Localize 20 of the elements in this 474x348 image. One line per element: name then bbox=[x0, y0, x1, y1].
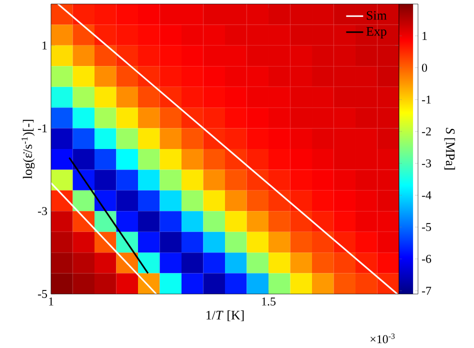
legend-label: Sim bbox=[366, 11, 387, 20]
y-tick-label: -1 bbox=[38, 124, 47, 132]
color-bar-label: 0 bbox=[422, 64, 428, 72]
x-axis-title: 1/T [K] bbox=[206, 310, 244, 322]
color-bar-label: 1 bbox=[422, 32, 427, 40]
color-bar-label: -6 bbox=[422, 254, 432, 263]
color-bar-label: -2 bbox=[422, 128, 431, 136]
color-bar-label: -7 bbox=[422, 286, 432, 295]
y-tick-label: -5 bbox=[38, 290, 48, 298]
color-bar-label: -1 bbox=[422, 96, 431, 104]
text: ×10$^{-3}$ bbox=[370, 334, 395, 344]
color-bar-label: -4 bbox=[422, 191, 432, 200]
color-bar-label: -5 bbox=[422, 223, 432, 232]
y-tick-label: 1 bbox=[42, 41, 47, 50]
y-axis-title: log(ε̇/s$^{-1}$)[-] bbox=[22, 120, 35, 179]
legend-label: Exp bbox=[366, 27, 386, 38]
y-tick-label: -3 bbox=[38, 207, 48, 216]
color-bar-label: -3 bbox=[422, 159, 432, 168]
x-tick-label: 1.5 bbox=[262, 298, 276, 306]
color-bar-title: S [MPa] bbox=[444, 128, 456, 170]
